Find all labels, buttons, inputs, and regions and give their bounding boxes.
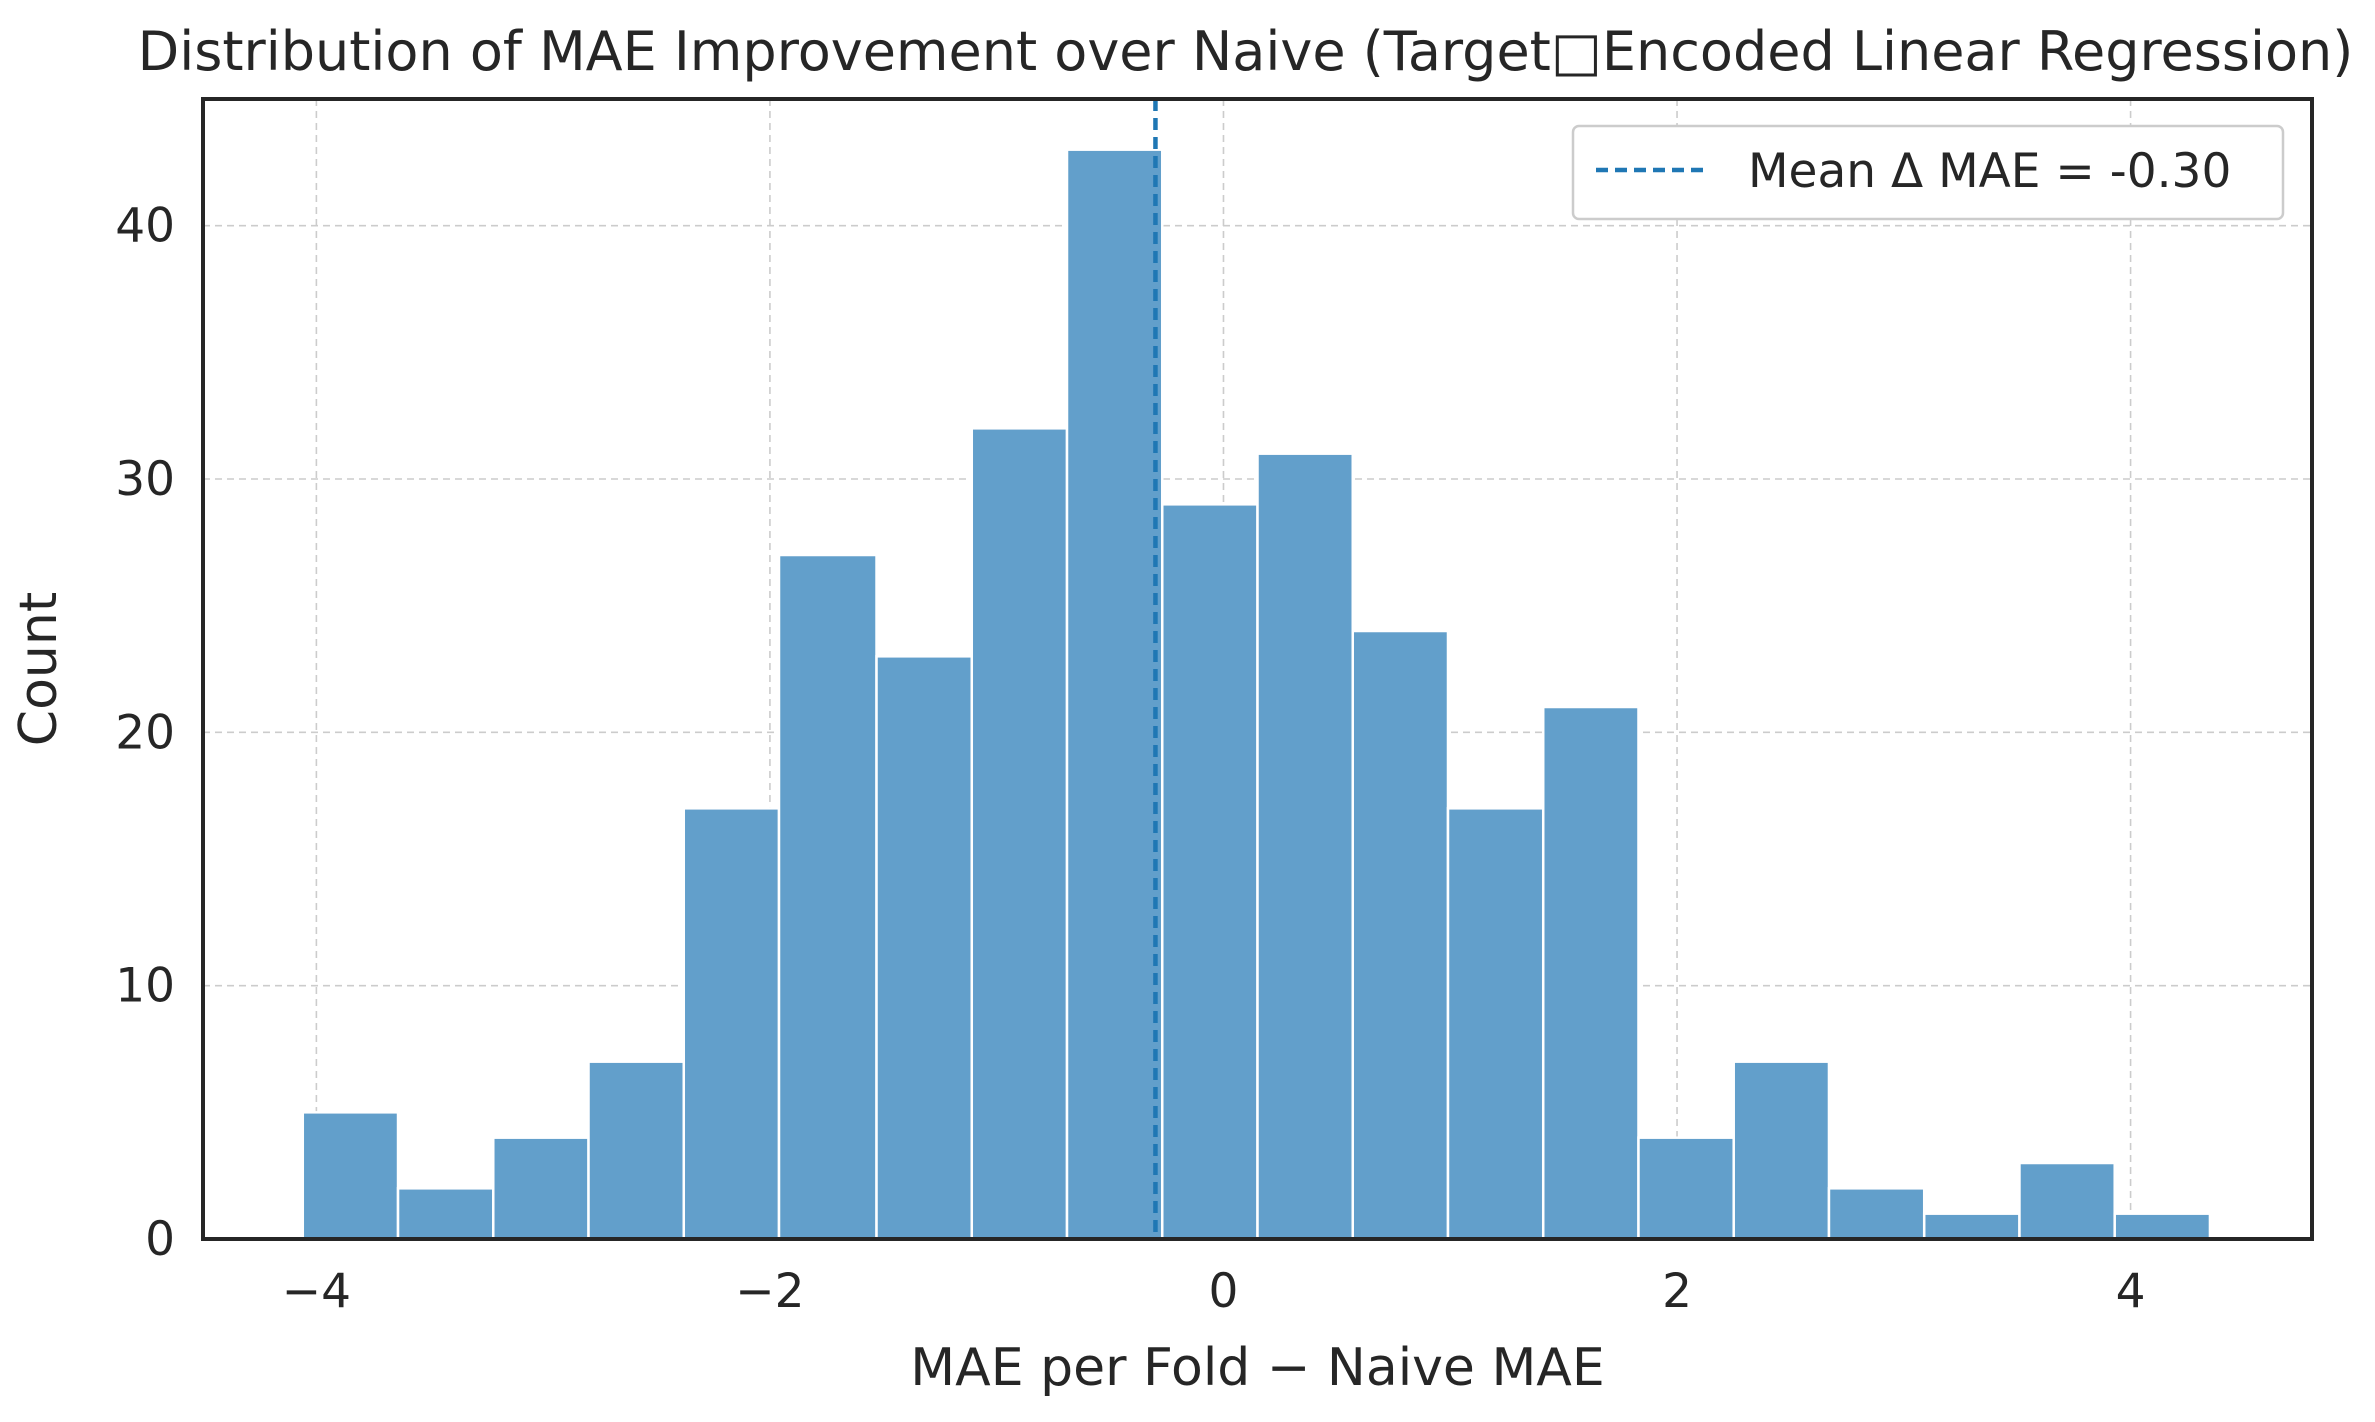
y-axis-label: Count xyxy=(9,592,69,746)
x-tick-label: 0 xyxy=(1209,1264,1239,1319)
y-tick-label: 40 xyxy=(115,199,175,254)
x-tick-label: 2 xyxy=(1662,1264,1692,1319)
x-tick-label: 4 xyxy=(2116,1264,2146,1319)
histogram-bar xyxy=(1446,807,1545,1241)
histogram-bar xyxy=(396,1187,495,1241)
legend: Mean Δ MAE = -0.30 xyxy=(1571,124,2285,221)
bar-layer xyxy=(301,148,2212,1241)
chart-title: Distribution of MAE Improvement over Nai… xyxy=(138,20,2354,83)
y-tick-label: 30 xyxy=(115,452,175,507)
legend-box xyxy=(1571,124,2285,221)
histogram-bar xyxy=(492,1136,590,1241)
y-tick-label: 0 xyxy=(145,1212,175,1267)
histogram-bar xyxy=(682,807,781,1241)
plot-frame xyxy=(201,97,2314,1241)
histogram-bar xyxy=(2018,1161,2116,1241)
histogram-bar xyxy=(2113,1212,2212,1241)
x-tick-label: −2 xyxy=(735,1264,804,1319)
histogram-bar xyxy=(970,427,1069,1241)
y-tick-label: 20 xyxy=(115,705,175,760)
histogram-bar xyxy=(1922,1212,2021,1241)
legend-label: Mean Δ MAE = -0.30 xyxy=(1748,144,2231,199)
y-tick-label: 10 xyxy=(115,959,175,1014)
histogram-bar xyxy=(301,1111,400,1241)
histogram-bar xyxy=(1827,1187,1926,1241)
histogram-bar xyxy=(1732,1060,1831,1241)
histogram-bar xyxy=(777,553,878,1241)
histogram-bar xyxy=(1256,452,1354,1241)
histogram-bar xyxy=(1065,148,1164,1241)
histogram-bar xyxy=(1161,503,1259,1241)
x-tick-label: −4 xyxy=(282,1264,351,1319)
x-axis-label: MAE per Fold − Naive MAE xyxy=(910,1338,1604,1398)
histogram-bar xyxy=(875,655,974,1241)
histogram-bar xyxy=(1541,705,1640,1241)
histogram-bar xyxy=(1637,1136,1735,1241)
histogram-bar xyxy=(1351,629,1450,1241)
histogram-bar xyxy=(587,1060,686,1241)
